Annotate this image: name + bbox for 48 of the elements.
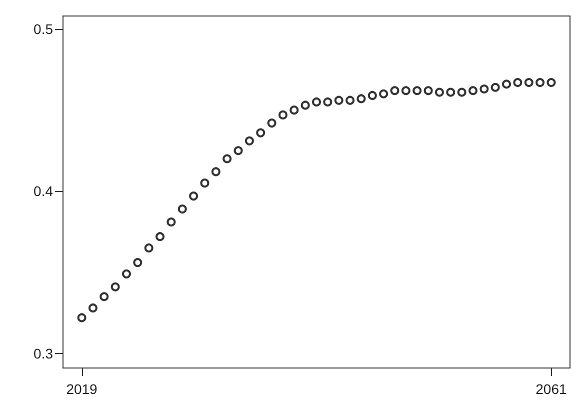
point: [222, 154, 232, 164]
point: [412, 86, 422, 96]
y-tick-label: 0.5: [34, 20, 54, 37]
point: [536, 78, 545, 88]
point: [446, 88, 456, 97]
point: [200, 178, 210, 188]
point: [546, 78, 556, 88]
point: [480, 84, 489, 94]
point: [133, 258, 142, 268]
point: [234, 146, 243, 156]
point: [144, 243, 154, 252]
point: [379, 89, 388, 98]
point: [211, 167, 220, 176]
point: [502, 80, 512, 89]
point: [88, 303, 98, 312]
point: [323, 97, 332, 106]
point: [166, 218, 176, 227]
point: [290, 106, 299, 115]
point: [356, 94, 366, 104]
point: [424, 86, 433, 96]
y-tick-label: 0.3: [34, 345, 54, 362]
point: [178, 204, 187, 214]
point: [346, 96, 355, 105]
y-tick-label: 0.4: [34, 183, 54, 200]
point: [110, 282, 120, 292]
point: [77, 313, 86, 322]
point: [434, 88, 444, 97]
point: [524, 78, 534, 88]
point: [401, 86, 410, 96]
point: [513, 78, 522, 88]
point: [156, 232, 165, 242]
point: [334, 96, 344, 105]
point: [244, 136, 254, 146]
point: [490, 82, 500, 92]
point: [300, 100, 310, 110]
point: [312, 97, 321, 106]
point: [267, 118, 276, 128]
x-tick-label: 2061: [536, 381, 568, 397]
point: [278, 110, 288, 120]
x-tick-label: 2019: [66, 381, 98, 397]
point: [100, 292, 109, 302]
point: [256, 128, 266, 138]
point: [468, 86, 478, 96]
point: [390, 86, 400, 96]
point: [368, 90, 377, 100]
point: [457, 88, 466, 97]
point: [189, 192, 198, 201]
point: [122, 269, 131, 278]
